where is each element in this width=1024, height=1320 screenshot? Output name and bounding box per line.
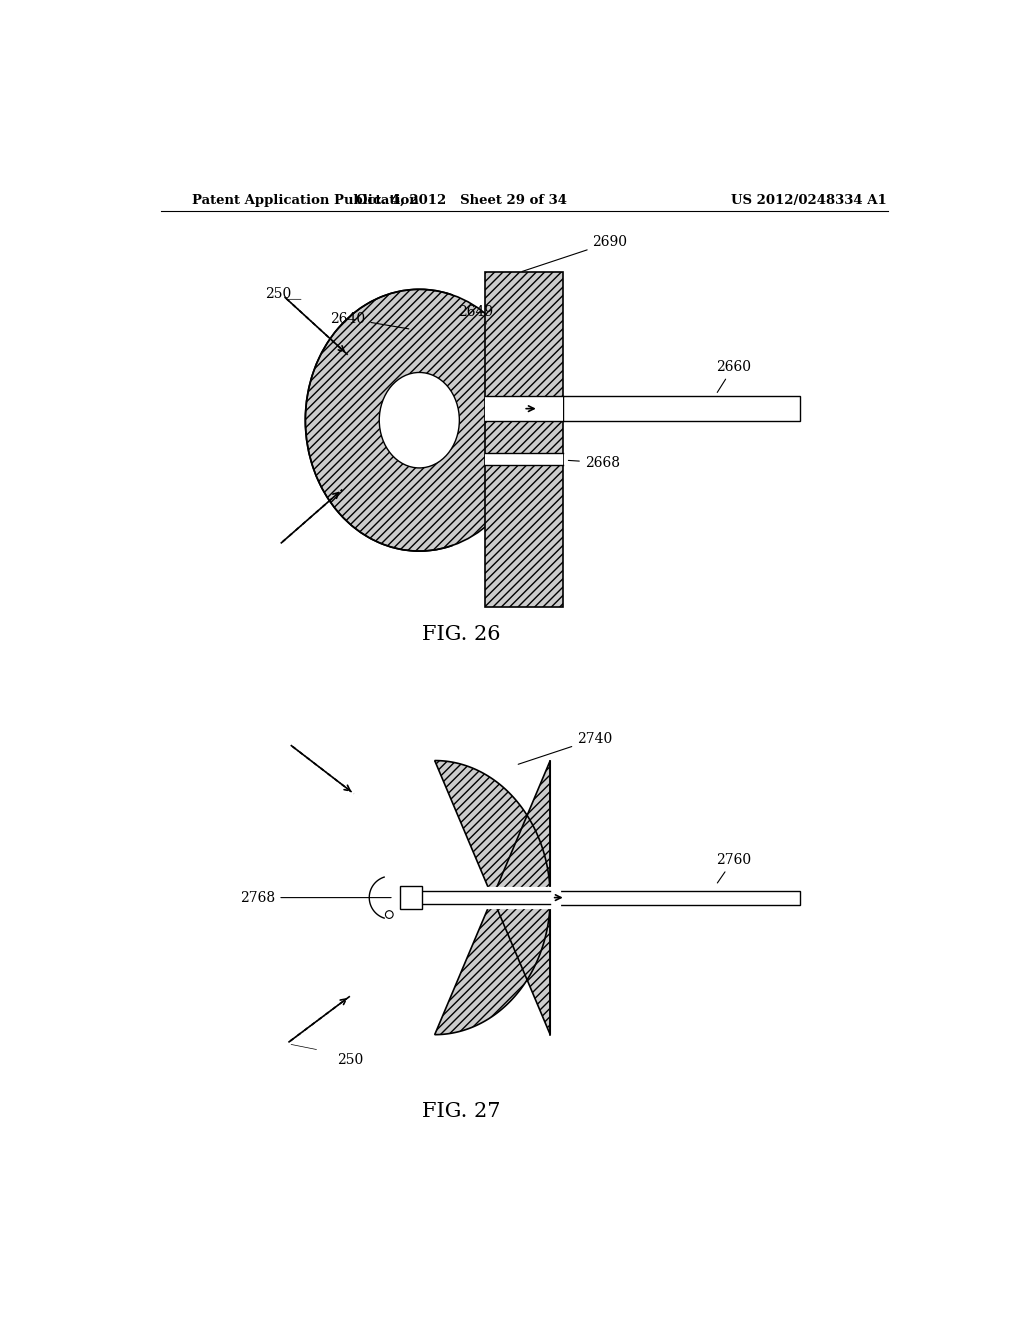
Text: Patent Application Publication: Patent Application Publication: [193, 194, 419, 207]
Text: 2649: 2649: [458, 305, 493, 323]
Text: 2640: 2640: [331, 312, 409, 329]
Ellipse shape: [379, 372, 460, 469]
Text: 2768: 2768: [241, 891, 391, 904]
Bar: [563, 396, 801, 421]
Text: FIG. 26: FIG. 26: [423, 624, 501, 644]
Text: 2760: 2760: [716, 853, 751, 883]
Bar: [484, 272, 563, 607]
Text: 2668: 2668: [568, 455, 620, 470]
Text: 2740: 2740: [518, 731, 612, 764]
Bar: [550, 891, 801, 904]
Text: US 2012/0248334 A1: US 2012/0248334 A1: [731, 194, 887, 207]
Text: 250: 250: [265, 286, 292, 301]
Ellipse shape: [305, 289, 534, 552]
Polygon shape: [435, 760, 550, 1035]
Bar: [484, 453, 563, 465]
Bar: [400, 886, 422, 909]
Text: Oct. 4, 2012   Sheet 29 of 34: Oct. 4, 2012 Sheet 29 of 34: [356, 194, 567, 207]
Bar: [484, 396, 563, 421]
Text: 2660: 2660: [716, 360, 751, 392]
Text: FIG. 27: FIG. 27: [423, 1102, 501, 1121]
Circle shape: [385, 911, 393, 919]
Text: 250: 250: [337, 1053, 364, 1067]
Text: 2690: 2690: [522, 235, 628, 272]
